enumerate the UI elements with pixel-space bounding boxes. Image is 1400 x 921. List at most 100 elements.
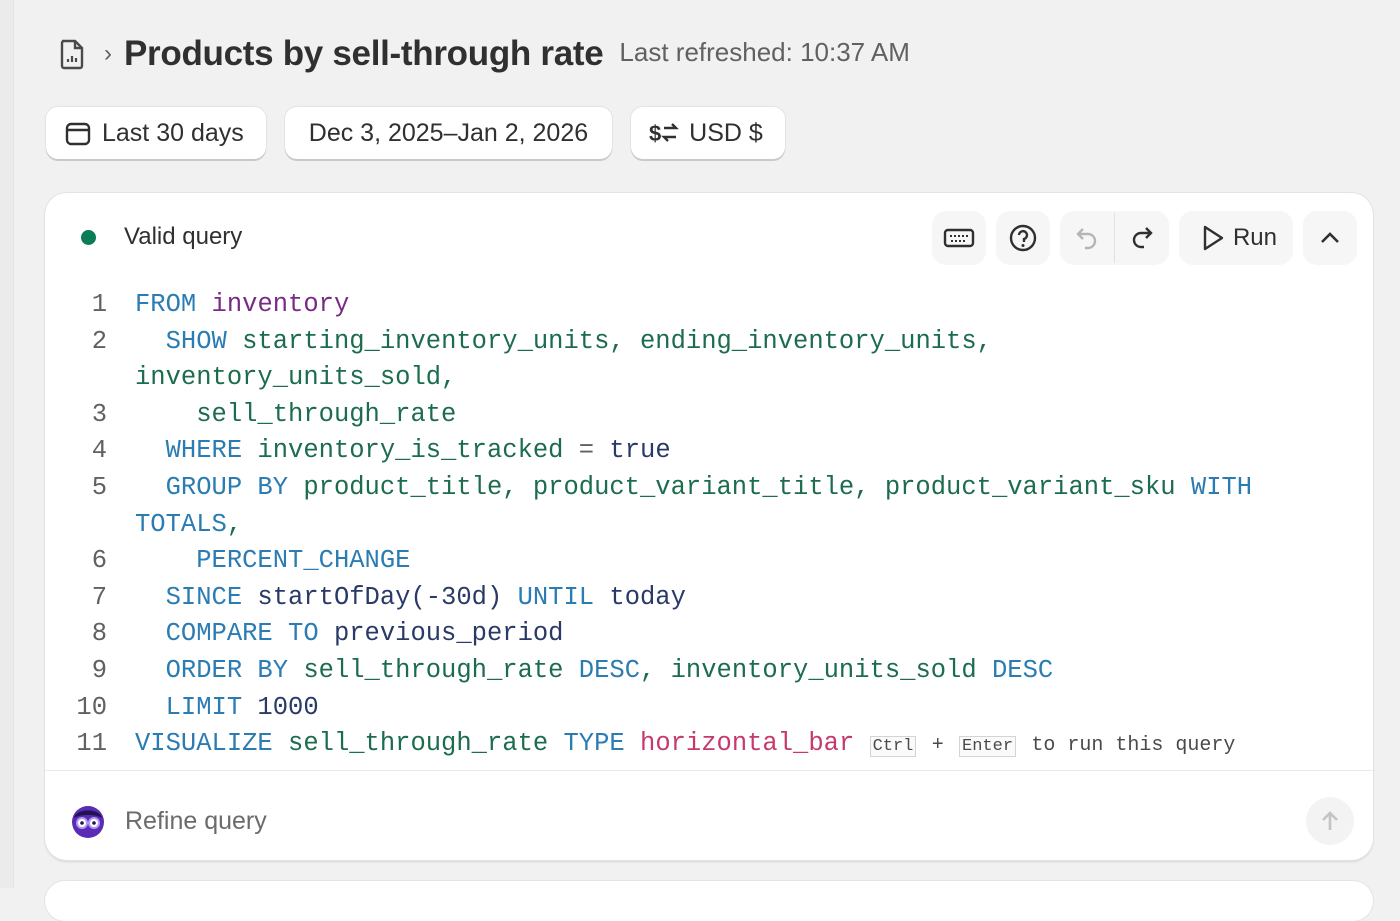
- code-line: 2 SHOW starting_inventory_units, ending_…: [71, 324, 1295, 397]
- code-token: inventory_is_tracked: [242, 436, 579, 466]
- code-text: ORDER BY sell_through_rate DESC, invento…: [135, 653, 1295, 690]
- currency-button[interactable]: $ USD $: [631, 107, 785, 159]
- chevron-up-icon: [1321, 232, 1339, 243]
- code-token: ,: [226, 509, 243, 539]
- line-number: 11: [76, 729, 107, 759]
- line-number: 8: [91, 619, 107, 649]
- code-token: [594, 436, 609, 465]
- code-token: 1000: [242, 692, 319, 722]
- code-token: inventory: [211, 290, 350, 319]
- code-token: product_title, product_variant_title, pr…: [288, 472, 1191, 502]
- code-token: UNTIL: [517, 582, 595, 612]
- page-header: › Products by sell-through rate Last ref…: [58, 30, 910, 78]
- page-title: Products by sell-through rate: [124, 34, 604, 73]
- calendar-icon: [65, 122, 91, 146]
- send-button[interactable]: [1306, 797, 1354, 845]
- code-token: VISUALIZE: [135, 729, 273, 759]
- code-text: FROM inventory: [135, 287, 1295, 324]
- code-token: DESC: [991, 655, 1054, 685]
- plus-hint: +: [931, 734, 944, 758]
- status-dot: [81, 229, 96, 245]
- ctrl-key-hint: Ctrl: [869, 736, 917, 758]
- line-number: 4: [91, 436, 107, 466]
- date-preset-label: Last 30 days: [102, 118, 244, 147]
- code-line: 11 VISUALIZE sell_through_rate TYPE horiz…: [71, 726, 1295, 766]
- code-token: LIMIT: [165, 692, 243, 722]
- code-line: 5 GROUP BY product_title, product_varian…: [71, 470, 1295, 543]
- currency-exchange-icon: $: [649, 121, 680, 146]
- code-token: [135, 693, 166, 722]
- date-preset-button[interactable]: Last 30 days: [46, 107, 266, 159]
- code-line: 3 sell_through_rate: [71, 397, 1295, 434]
- code-token: starting_inventory_units, ending_invento…: [135, 326, 1008, 393]
- line-number: 3: [91, 399, 107, 429]
- code-line: 1 FROM inventory: [71, 287, 1295, 324]
- code-line: 8 COMPARE TO previous_period: [71, 616, 1295, 653]
- code-token: COMPARE TO: [165, 619, 319, 649]
- code-token: today: [594, 582, 686, 612]
- code-text: WHERE inventory_is_tracked = true: [135, 433, 1295, 470]
- code-token: [135, 327, 166, 356]
- code-token: [135, 436, 166, 465]
- code-text: PERCENT_CHANGE: [135, 543, 1295, 580]
- undo-button[interactable]: [1060, 211, 1114, 265]
- code-token: [135, 619, 166, 648]
- sidebar-edge: [0, 0, 14, 888]
- code-token: true: [609, 436, 671, 466]
- code-line: 9 ORDER BY sell_through_rate DESC, inven…: [71, 653, 1295, 690]
- play-icon: [1203, 225, 1224, 251]
- code-token: PERCENT_CHANGE: [196, 546, 411, 576]
- svg-text:$: $: [649, 121, 661, 146]
- collapse-button[interactable]: [1303, 211, 1357, 265]
- filter-bar: Last 30 days Dec 3, 2025–Jan 2, 2026 $ U…: [46, 107, 785, 159]
- enter-key-hint: Enter: [959, 736, 1017, 758]
- code-token: [135, 656, 166, 685]
- run-button[interactable]: Run: [1178, 211, 1293, 265]
- line-number: 1: [91, 290, 107, 319]
- help-button[interactable]: [995, 211, 1050, 265]
- code-token: GROUP BY: [165, 472, 289, 502]
- code-token: FROM: [135, 290, 197, 319]
- run-hint-text: to run this query: [1031, 734, 1236, 758]
- assistant-avatar-icon: [72, 806, 104, 838]
- status-text: Valid query: [124, 223, 243, 250]
- code-token: [135, 473, 166, 502]
- line-number: 5: [91, 472, 107, 502]
- code-token: [196, 290, 211, 319]
- code-token: startOfDay(-30d): [242, 582, 518, 612]
- date-range-button[interactable]: Dec 3, 2025–Jan 2, 2026: [284, 107, 613, 159]
- redo-icon: [1132, 227, 1153, 249]
- help-icon: [1009, 224, 1037, 252]
- divider: [1113, 213, 1115, 263]
- code-token: SHOW: [165, 326, 227, 356]
- code-token: previous_period: [318, 619, 564, 649]
- line-number: 6: [91, 546, 107, 576]
- query-code-editor[interactable]: 1 FROM inventory 2 SHOW starting_inventory…: [71, 287, 1295, 766]
- code-text: SINCE startOfDay(-30d) UNTIL today: [135, 580, 1295, 617]
- refine-query-input[interactable]: [125, 806, 1306, 836]
- code-line: 7 SINCE startOfDay(-30d) UNTIL today: [71, 580, 1295, 617]
- results-card: [45, 881, 1373, 921]
- code-token: [625, 729, 640, 758]
- code-token: =: [578, 436, 595, 466]
- redo-button[interactable]: [1115, 211, 1169, 265]
- code-token: SINCE: [165, 582, 243, 612]
- arrow-up-icon: [1322, 811, 1338, 830]
- line-number: 10: [76, 692, 107, 722]
- code-token: WHERE: [165, 436, 243, 466]
- code-line: 6 PERCENT_CHANGE: [71, 543, 1295, 580]
- keyboard-shortcuts-button[interactable]: [931, 211, 986, 265]
- undo-redo-group: [1059, 211, 1169, 265]
- code-token: DESC: [578, 655, 640, 685]
- date-range-label: Dec 3, 2025–Jan 2, 2026: [308, 118, 589, 147]
- editor-toolbar: Run: [931, 211, 1357, 265]
- breadcrumb-chevron-icon: ›: [104, 40, 112, 67]
- query-editor-card: Valid query Run 1 FROM inventory 2 SHOW st…: [45, 193, 1373, 860]
- code-text: GROUP BY product_title, product_variant_…: [135, 470, 1295, 543]
- code-token: sell_through_rate: [288, 655, 579, 685]
- code-line: 10 LIMIT 1000: [71, 690, 1295, 727]
- divider: [45, 770, 1373, 771]
- code-token: [135, 546, 196, 575]
- currency-label: USD $: [689, 118, 763, 147]
- undo-icon: [1076, 228, 1097, 250]
